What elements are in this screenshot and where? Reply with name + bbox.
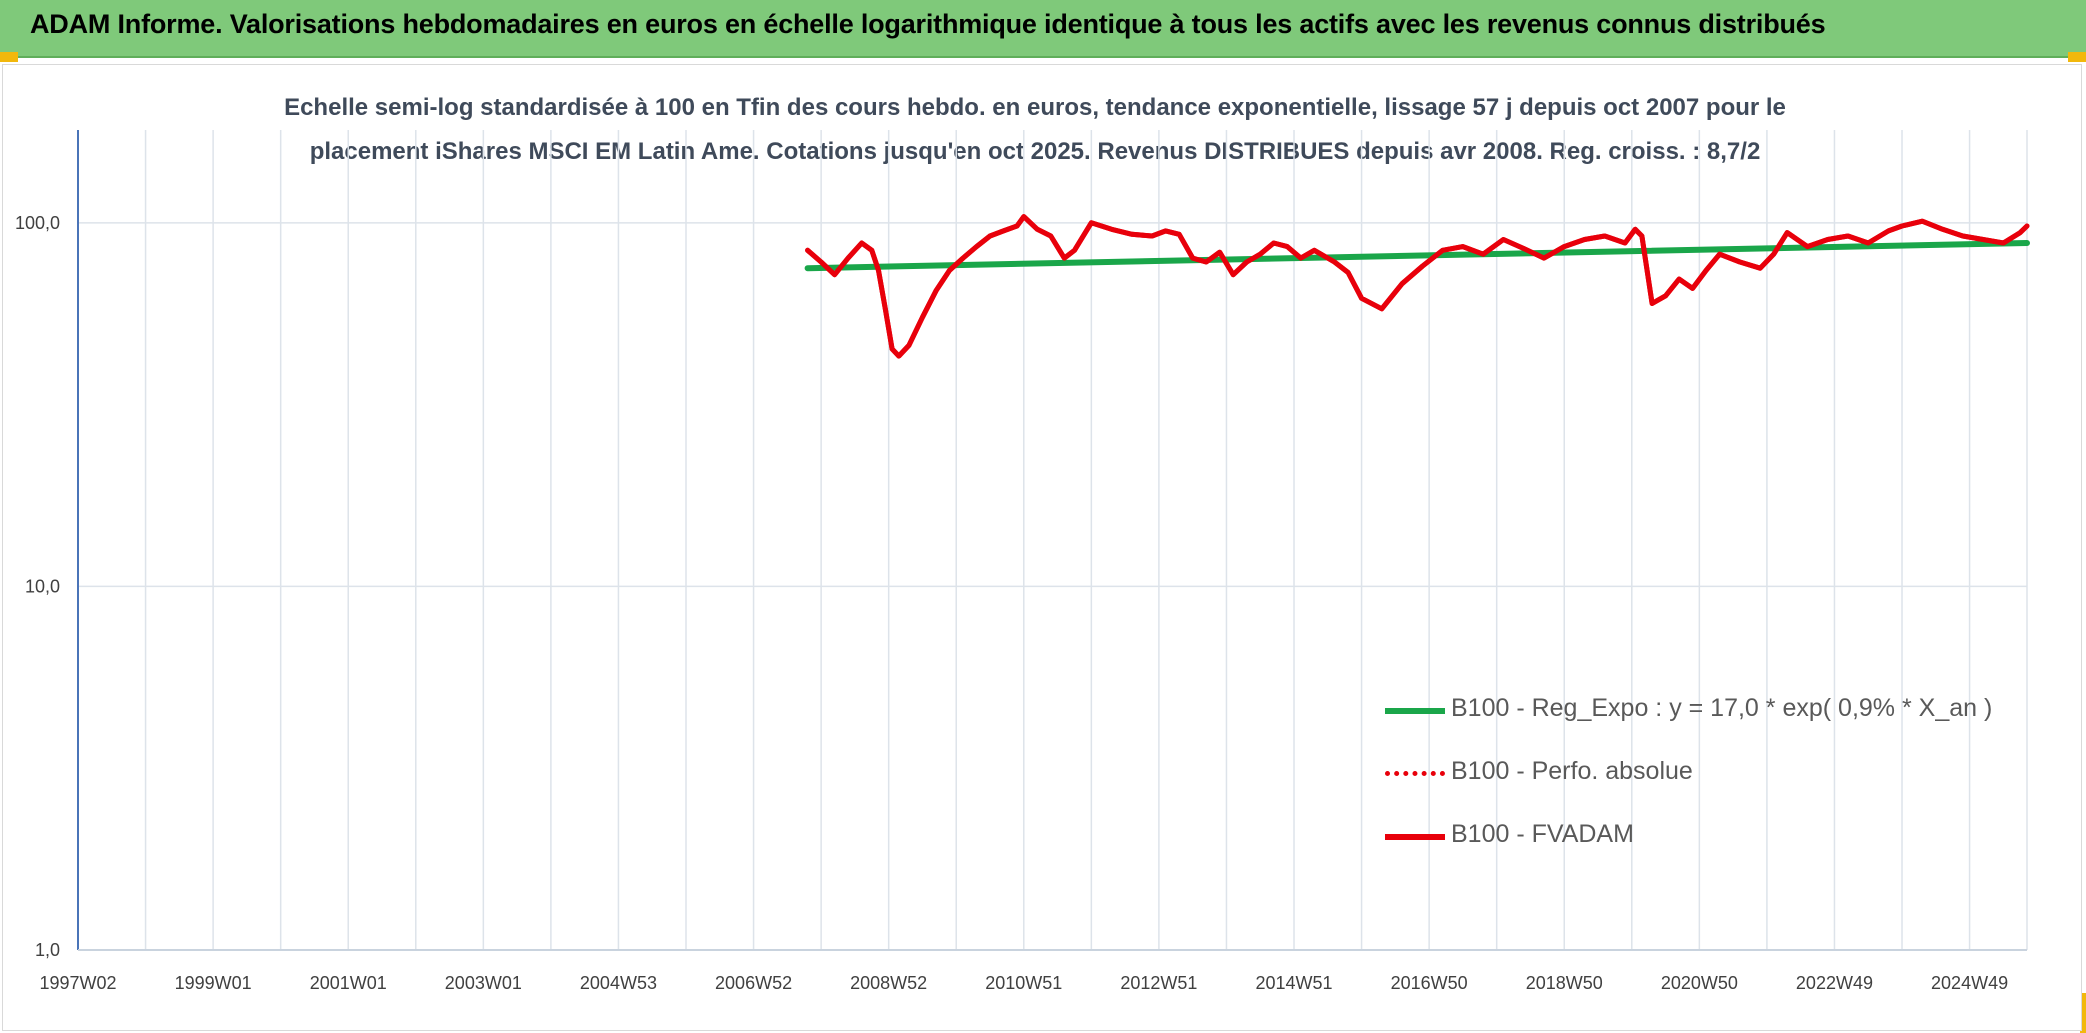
gridlines bbox=[77, 130, 2028, 951]
x-tick-label: 2014W51 bbox=[1255, 973, 1332, 993]
report-banner: ADAM Informe. Valorisations hebdomadaire… bbox=[0, 0, 2086, 58]
axes bbox=[77, 130, 2027, 951]
series-lines bbox=[804, 214, 2030, 359]
x-tick-label: 1999W01 bbox=[175, 973, 252, 993]
y-tick-label: 1,0 bbox=[35, 940, 60, 960]
y-tick-labels: 1,0 10,0 100,0 bbox=[15, 213, 60, 960]
x-tick-label: 2010W51 bbox=[985, 973, 1062, 993]
x-tick-label: 1997W02 bbox=[39, 973, 116, 993]
y-tick-label: 10,0 bbox=[25, 576, 60, 596]
corner-marker-top-right bbox=[2068, 52, 2086, 62]
x-tick-label: 2020W50 bbox=[1661, 973, 1738, 993]
x-tick-label: 2022W49 bbox=[1796, 973, 1873, 993]
x-tick-label: 2012W51 bbox=[1120, 973, 1197, 993]
series-line-trend bbox=[804, 240, 2030, 272]
y-tick-label: 100,0 bbox=[15, 213, 60, 233]
x-tick-label: 2008W52 bbox=[850, 973, 927, 993]
legend-swatch-fvadam bbox=[1385, 834, 1445, 840]
x-tick-labels: 1997W02 1999W01 2001W01 2003W01 2004W53 2006W… bbox=[39, 973, 2008, 993]
legend-swatch-trend bbox=[1385, 708, 1445, 714]
x-tick-label: 2018W50 bbox=[1526, 973, 1603, 993]
legend-label-trend: B100 - Reg_Expo : y = 17,0 * exp( 0,9% *… bbox=[1451, 694, 1993, 722]
corner-marker-top-left bbox=[0, 52, 18, 62]
x-tick-label: 2001W01 bbox=[310, 973, 387, 993]
x-tick-label: 2006W52 bbox=[715, 973, 792, 993]
x-tick-label: 2003W01 bbox=[445, 973, 522, 993]
series-line-fvadam bbox=[805, 214, 2030, 359]
report-title: ADAM Informe. Valorisations hebdomadaire… bbox=[30, 9, 1826, 39]
x-tick-label: 2016W50 bbox=[1391, 973, 1468, 993]
legend-label-perfo: B100 - Perfo. absolue bbox=[1451, 757, 1693, 785]
corner-marker-bottom-right bbox=[2080, 993, 2086, 1033]
x-tick-label: 2024W49 bbox=[1931, 973, 2008, 993]
x-tick-label: 2004W53 bbox=[580, 973, 657, 993]
legend-label-fvadam: B100 - FVADAM bbox=[1451, 820, 1634, 848]
legend-swatch-perfo bbox=[1385, 771, 1445, 776]
